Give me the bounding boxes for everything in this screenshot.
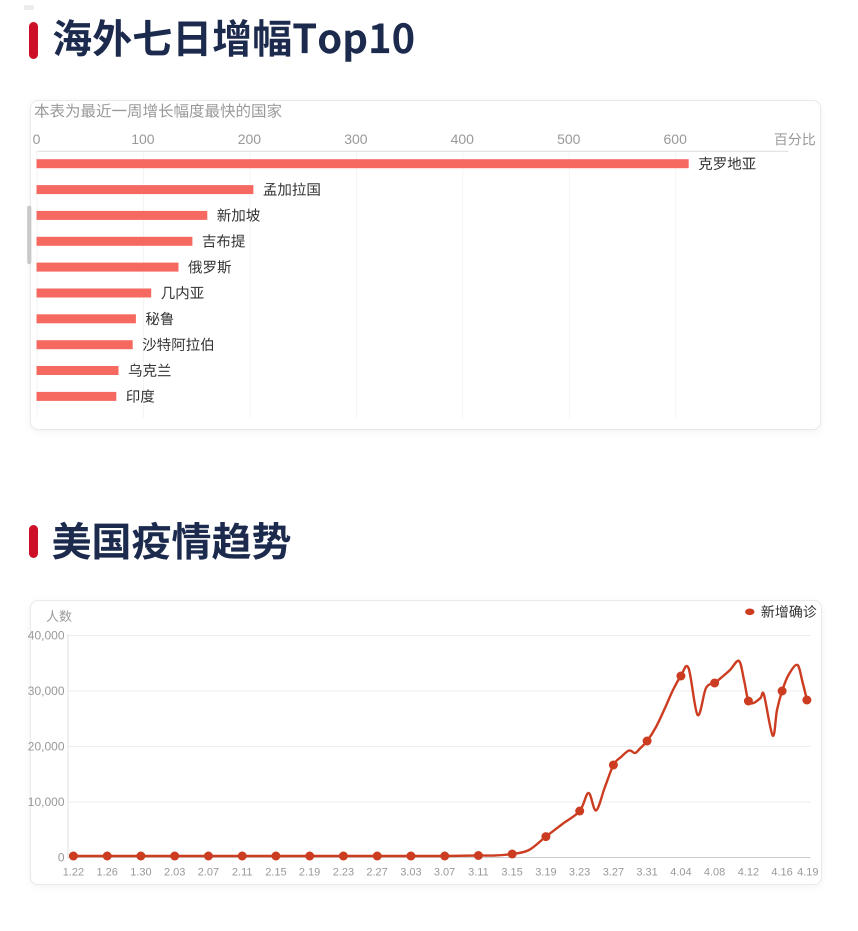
svg-text:3.11: 3.11 xyxy=(468,867,489,879)
svg-text:2.07: 2.07 xyxy=(198,867,219,879)
svg-text:1.26: 1.26 xyxy=(96,867,117,879)
svg-text:300: 300 xyxy=(344,131,368,147)
svg-text:30,000: 30,000 xyxy=(28,684,65,698)
svg-text:3.03: 3.03 xyxy=(400,867,421,879)
svg-text:1.30: 1.30 xyxy=(130,867,151,879)
svg-text:0: 0 xyxy=(33,131,41,147)
svg-text:40,000: 40,000 xyxy=(28,628,65,642)
svg-text:2.23: 2.23 xyxy=(333,867,354,879)
svg-text:4.08: 4.08 xyxy=(704,867,725,879)
svg-text:500: 500 xyxy=(557,131,581,147)
svg-text:2.03: 2.03 xyxy=(164,867,185,879)
svg-text:1.22: 1.22 xyxy=(63,867,84,879)
svg-text:2.15: 2.15 xyxy=(265,867,286,879)
svg-text:4.12: 4.12 xyxy=(738,867,759,879)
svg-text:0: 0 xyxy=(58,850,65,864)
svg-text:10,000: 10,000 xyxy=(28,795,65,809)
svg-text:400: 400 xyxy=(451,131,475,147)
svg-text:2.19: 2.19 xyxy=(299,867,320,879)
svg-text:20,000: 20,000 xyxy=(28,739,65,753)
svg-text:3.27: 3.27 xyxy=(603,867,624,879)
svg-text:600: 600 xyxy=(664,131,688,147)
svg-text:100: 100 xyxy=(131,131,155,147)
svg-text:200: 200 xyxy=(238,131,262,147)
svg-text:4.04: 4.04 xyxy=(670,867,691,879)
svg-text:3.23: 3.23 xyxy=(569,867,590,879)
svg-text:2.27: 2.27 xyxy=(366,867,387,879)
svg-text:4.16: 4.16 xyxy=(771,867,792,879)
svg-text:3.31: 3.31 xyxy=(636,867,657,879)
svg-text:3.19: 3.19 xyxy=(535,867,556,879)
svg-text:3.07: 3.07 xyxy=(434,867,455,879)
svg-text:3.15: 3.15 xyxy=(501,867,522,879)
svg-text:2.11: 2.11 xyxy=(232,867,253,879)
svg-text:4.19: 4.19 xyxy=(797,867,818,879)
